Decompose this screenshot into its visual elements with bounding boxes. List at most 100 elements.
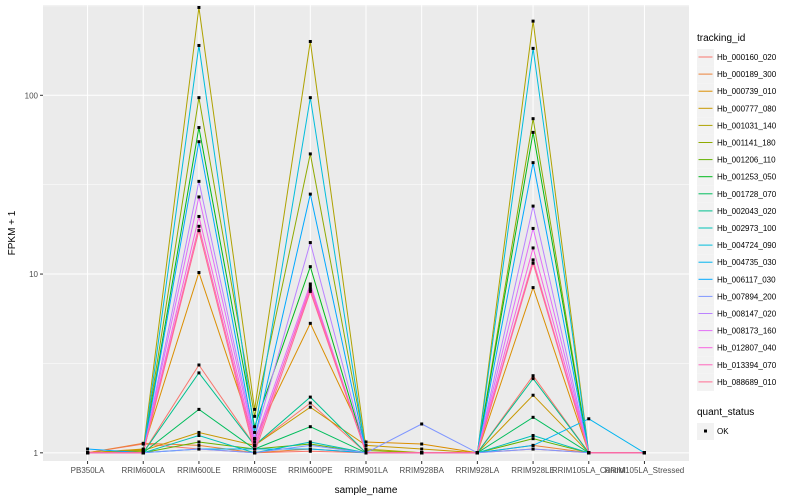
data-point [531,204,535,208]
data-point [197,5,201,9]
x-tick-label: RRIM105LA_Stressed [605,466,685,475]
legend-label: Hb_013394_070 [717,361,777,370]
data-point [531,46,535,50]
data-point [308,395,312,399]
data-point [308,321,312,325]
data-point [197,447,201,451]
data-point [531,377,535,381]
data-point [197,430,201,434]
data-point [141,451,145,455]
data-point [420,422,424,426]
data-point [308,39,312,43]
x-tick-label: RRIM600SE [232,466,276,475]
data-point [253,430,257,434]
legend-label: Hb_000189_300 [717,70,777,79]
legend-label: Hb_001253_050 [717,173,777,182]
legend-label: Hb_008147_020 [717,310,777,319]
data-point [531,437,535,441]
data-point [420,451,424,455]
legend-label: Hb_006117_030 [717,275,776,284]
data-point [420,447,424,451]
legend-label: Hb_002973_100 [717,224,777,233]
data-point [197,363,201,367]
data-point [364,443,368,447]
shape-legend: quant_status OK [697,407,754,440]
data-point [308,443,312,447]
shape-legend-title: quant_status [697,407,754,418]
legend-label: Hb_002043_020 [717,207,777,216]
data-point [253,437,257,441]
data-point [197,126,201,130]
data-point [308,289,312,293]
data-point [475,451,479,455]
data-point [420,442,424,446]
y-tick-label: 100 [25,91,39,100]
data-point [253,407,257,411]
data-point [531,258,535,262]
data-point [197,43,201,47]
data-point [587,417,591,421]
data-point [141,449,145,453]
legend-label: Hb_001728_070 [717,190,777,199]
data-point [308,449,312,453]
legend-label: Hb_004724_090 [717,241,777,250]
data-point [531,117,535,121]
data-point [308,152,312,156]
data-point [253,443,257,447]
data-point [531,286,535,290]
data-point [531,130,535,134]
legend-label: Hb_001031_140 [717,121,777,130]
x-tick-label: RRIM105LA_Control [552,466,626,475]
data-point [197,195,201,199]
y-axis-title: FPKM + 1 [7,210,18,255]
data-point [364,449,368,453]
data-point [308,241,312,245]
shape-legend-swatch [704,429,707,433]
data-point [197,229,201,233]
x-axis-ticks: PB350LA RRIM600LA RRIM600LE RRIM600SE RRIM60… [71,461,685,475]
data-point [86,447,90,451]
data-point [197,140,201,144]
data-point [308,440,312,444]
data-point [197,224,201,228]
data-point [308,447,312,451]
data-point [197,440,201,444]
data-point [197,271,201,275]
x-tick-label: RRIM600LA [121,466,165,475]
data-point [308,425,312,429]
data-point [197,179,201,183]
data-point [197,433,201,437]
data-point [308,285,312,289]
data-point [531,393,535,397]
color-legend: tracking_id Hb_000160_020 Hb_000189_300 Hb… [697,33,777,391]
x-tick-label: RRIM600LE [177,466,221,475]
data-point [531,19,535,23]
legend-label: Hb_000160_020 [717,53,777,62]
legend-title: tracking_id [697,33,745,44]
x-tick-label: RRIM928LE [511,466,555,475]
data-point [197,443,201,447]
data-point [642,451,646,455]
data-point [141,448,145,452]
data-point [531,443,535,447]
series-points [86,5,646,455]
data-point [253,451,257,455]
data-point [253,425,257,429]
legend-label: Hb_004735_030 [717,258,777,267]
shape-legend-label: OK [717,427,729,436]
data-point [308,96,312,100]
data-point [531,415,535,419]
data-point [308,401,312,405]
grid-major [43,5,689,461]
data-point [197,96,201,100]
data-point [308,282,312,286]
data-point [141,441,145,445]
data-point [197,371,201,375]
y-axis-ticks: 1 10 100 [25,91,43,458]
data-point [531,261,535,265]
data-point [364,440,368,444]
data-point [253,440,257,444]
legend-label: Hb_008173_160 [717,327,777,336]
data-point [531,161,535,165]
data-point [531,226,535,230]
